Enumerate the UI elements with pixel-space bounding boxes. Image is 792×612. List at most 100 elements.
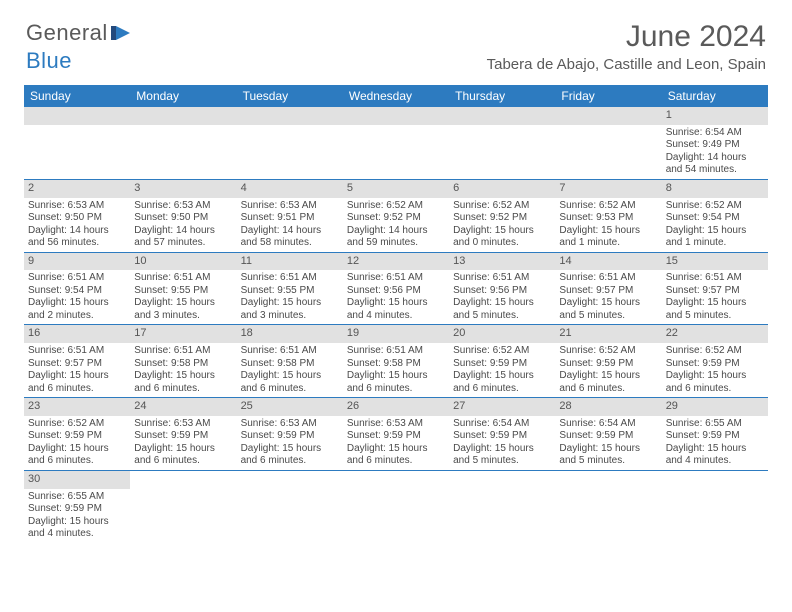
daylight-text: Daylight: 15 hours and 5 minutes.	[453, 443, 551, 468]
sunrise-text: Sunrise: 6:53 AM	[134, 200, 232, 213]
calendar-day-cell: 11Sunrise: 6:51 AMSunset: 9:55 PMDayligh…	[237, 252, 343, 325]
sunrise-text: Sunrise: 6:52 AM	[559, 200, 657, 213]
sunset-text: Sunset: 9:54 PM	[28, 285, 126, 298]
day-number: 19	[343, 325, 449, 343]
calendar-week-row: 30Sunrise: 6:55 AMSunset: 9:59 PMDayligh…	[24, 470, 768, 542]
day-content: Sunrise: 6:52 AMSunset: 9:54 PMDaylight:…	[662, 198, 768, 252]
day-number: 9	[24, 253, 130, 271]
sunset-text: Sunset: 9:53 PM	[559, 212, 657, 225]
sunset-text: Sunset: 9:59 PM	[559, 430, 657, 443]
daylight-text: Daylight: 15 hours and 3 minutes.	[134, 297, 232, 322]
sunset-text: Sunset: 9:52 PM	[347, 212, 445, 225]
calendar-day-cell: 10Sunrise: 6:51 AMSunset: 9:55 PMDayligh…	[130, 252, 236, 325]
day-number: 5	[343, 180, 449, 198]
sunset-text: Sunset: 9:59 PM	[453, 358, 551, 371]
dayname-header: Sunday	[24, 85, 130, 107]
calendar-day-cell: 13Sunrise: 6:51 AMSunset: 9:56 PMDayligh…	[449, 252, 555, 325]
calendar-day-cell: 4Sunrise: 6:53 AMSunset: 9:51 PMDaylight…	[237, 179, 343, 252]
calendar-table: SundayMondayTuesdayWednesdayThursdayFrid…	[24, 85, 768, 543]
calendar-day-cell: 27Sunrise: 6:54 AMSunset: 9:59 PMDayligh…	[449, 398, 555, 471]
calendar-day-cell: 22Sunrise: 6:52 AMSunset: 9:59 PMDayligh…	[662, 325, 768, 398]
calendar-empty-cell	[130, 107, 236, 179]
daylight-text: Daylight: 15 hours and 6 minutes.	[559, 370, 657, 395]
daylight-text: Daylight: 15 hours and 5 minutes.	[559, 443, 657, 468]
sunrise-text: Sunrise: 6:52 AM	[347, 200, 445, 213]
calendar-week-row: 16Sunrise: 6:51 AMSunset: 9:57 PMDayligh…	[24, 325, 768, 398]
location: Tabera de Abajo, Castille and Leon, Spai…	[487, 56, 766, 73]
day-number: 27	[449, 398, 555, 416]
calendar-day-cell: 15Sunrise: 6:51 AMSunset: 9:57 PMDayligh…	[662, 252, 768, 325]
day-number: 13	[449, 253, 555, 271]
daynum-bar-empty	[24, 107, 130, 125]
calendar-day-cell: 7Sunrise: 6:52 AMSunset: 9:53 PMDaylight…	[555, 179, 661, 252]
day-content: Sunrise: 6:51 AMSunset: 9:56 PMDaylight:…	[343, 270, 449, 324]
day-number: 1	[662, 107, 768, 125]
calendar-day-cell: 29Sunrise: 6:55 AMSunset: 9:59 PMDayligh…	[662, 398, 768, 471]
sunset-text: Sunset: 9:59 PM	[666, 358, 764, 371]
calendar-empty-cell	[343, 470, 449, 542]
calendar-empty-cell	[449, 470, 555, 542]
daynum-bar-empty	[555, 107, 661, 125]
day-number: 15	[662, 253, 768, 271]
day-number: 29	[662, 398, 768, 416]
calendar-day-cell: 1Sunrise: 6:54 AMSunset: 9:49 PMDaylight…	[662, 107, 768, 179]
day-number: 22	[662, 325, 768, 343]
daylight-text: Daylight: 15 hours and 4 minutes.	[28, 516, 126, 541]
daylight-text: Daylight: 15 hours and 5 minutes.	[453, 297, 551, 322]
sunrise-text: Sunrise: 6:52 AM	[28, 418, 126, 431]
sunset-text: Sunset: 9:56 PM	[347, 285, 445, 298]
sunset-text: Sunset: 9:59 PM	[28, 503, 126, 516]
sunrise-text: Sunrise: 6:52 AM	[453, 345, 551, 358]
daylight-text: Daylight: 14 hours and 56 minutes.	[28, 225, 126, 250]
day-content: Sunrise: 6:51 AMSunset: 9:58 PMDaylight:…	[130, 343, 236, 397]
day-content: Sunrise: 6:53 AMSunset: 9:50 PMDaylight:…	[24, 198, 130, 252]
sunset-text: Sunset: 9:59 PM	[347, 430, 445, 443]
day-number: 18	[237, 325, 343, 343]
daylight-text: Daylight: 15 hours and 6 minutes.	[241, 370, 339, 395]
dayname-header: Wednesday	[343, 85, 449, 107]
calendar-week-row: 2Sunrise: 6:53 AMSunset: 9:50 PMDaylight…	[24, 179, 768, 252]
daylight-text: Daylight: 15 hours and 6 minutes.	[28, 443, 126, 468]
sunrise-text: Sunrise: 6:51 AM	[666, 272, 764, 285]
day-content: Sunrise: 6:51 AMSunset: 9:58 PMDaylight:…	[343, 343, 449, 397]
day-content: Sunrise: 6:53 AMSunset: 9:59 PMDaylight:…	[237, 416, 343, 470]
sunset-text: Sunset: 9:50 PM	[28, 212, 126, 225]
day-content: Sunrise: 6:51 AMSunset: 9:57 PMDaylight:…	[24, 343, 130, 397]
sunset-text: Sunset: 9:54 PM	[666, 212, 764, 225]
day-number: 7	[555, 180, 661, 198]
sunset-text: Sunset: 9:49 PM	[666, 139, 764, 152]
sunset-text: Sunset: 9:50 PM	[134, 212, 232, 225]
calendar-week-row: 1Sunrise: 6:54 AMSunset: 9:49 PMDaylight…	[24, 107, 768, 179]
day-number: 6	[449, 180, 555, 198]
sunset-text: Sunset: 9:57 PM	[666, 285, 764, 298]
day-content: Sunrise: 6:51 AMSunset: 9:54 PMDaylight:…	[24, 270, 130, 324]
daylight-text: Daylight: 15 hours and 6 minutes.	[28, 370, 126, 395]
day-content: Sunrise: 6:51 AMSunset: 9:56 PMDaylight:…	[449, 270, 555, 324]
day-content: Sunrise: 6:52 AMSunset: 9:52 PMDaylight:…	[449, 198, 555, 252]
day-content: Sunrise: 6:51 AMSunset: 9:57 PMDaylight:…	[555, 270, 661, 324]
calendar-day-cell: 21Sunrise: 6:52 AMSunset: 9:59 PMDayligh…	[555, 325, 661, 398]
daylight-text: Daylight: 15 hours and 1 minute.	[666, 225, 764, 250]
day-number: 21	[555, 325, 661, 343]
day-content: Sunrise: 6:54 AMSunset: 9:59 PMDaylight:…	[449, 416, 555, 470]
month-title: June 2024	[487, 20, 766, 54]
sunset-text: Sunset: 9:59 PM	[666, 430, 764, 443]
day-number: 2	[24, 180, 130, 198]
sunrise-text: Sunrise: 6:51 AM	[453, 272, 551, 285]
calendar-empty-cell	[24, 107, 130, 179]
sunrise-text: Sunrise: 6:51 AM	[134, 345, 232, 358]
day-content: Sunrise: 6:52 AMSunset: 9:52 PMDaylight:…	[343, 198, 449, 252]
day-number: 24	[130, 398, 236, 416]
sunrise-text: Sunrise: 6:55 AM	[28, 491, 126, 504]
day-number: 26	[343, 398, 449, 416]
calendar-week-row: 23Sunrise: 6:52 AMSunset: 9:59 PMDayligh…	[24, 398, 768, 471]
calendar-day-cell: 23Sunrise: 6:52 AMSunset: 9:59 PMDayligh…	[24, 398, 130, 471]
calendar-day-cell: 24Sunrise: 6:53 AMSunset: 9:59 PMDayligh…	[130, 398, 236, 471]
calendar-day-cell: 17Sunrise: 6:51 AMSunset: 9:58 PMDayligh…	[130, 325, 236, 398]
sunrise-text: Sunrise: 6:52 AM	[666, 200, 764, 213]
logo-text-general: General	[26, 20, 108, 46]
sunset-text: Sunset: 9:55 PM	[241, 285, 339, 298]
sunset-text: Sunset: 9:57 PM	[28, 358, 126, 371]
sunrise-text: Sunrise: 6:54 AM	[666, 127, 764, 140]
calendar-header-row: SundayMondayTuesdayWednesdayThursdayFrid…	[24, 85, 768, 107]
